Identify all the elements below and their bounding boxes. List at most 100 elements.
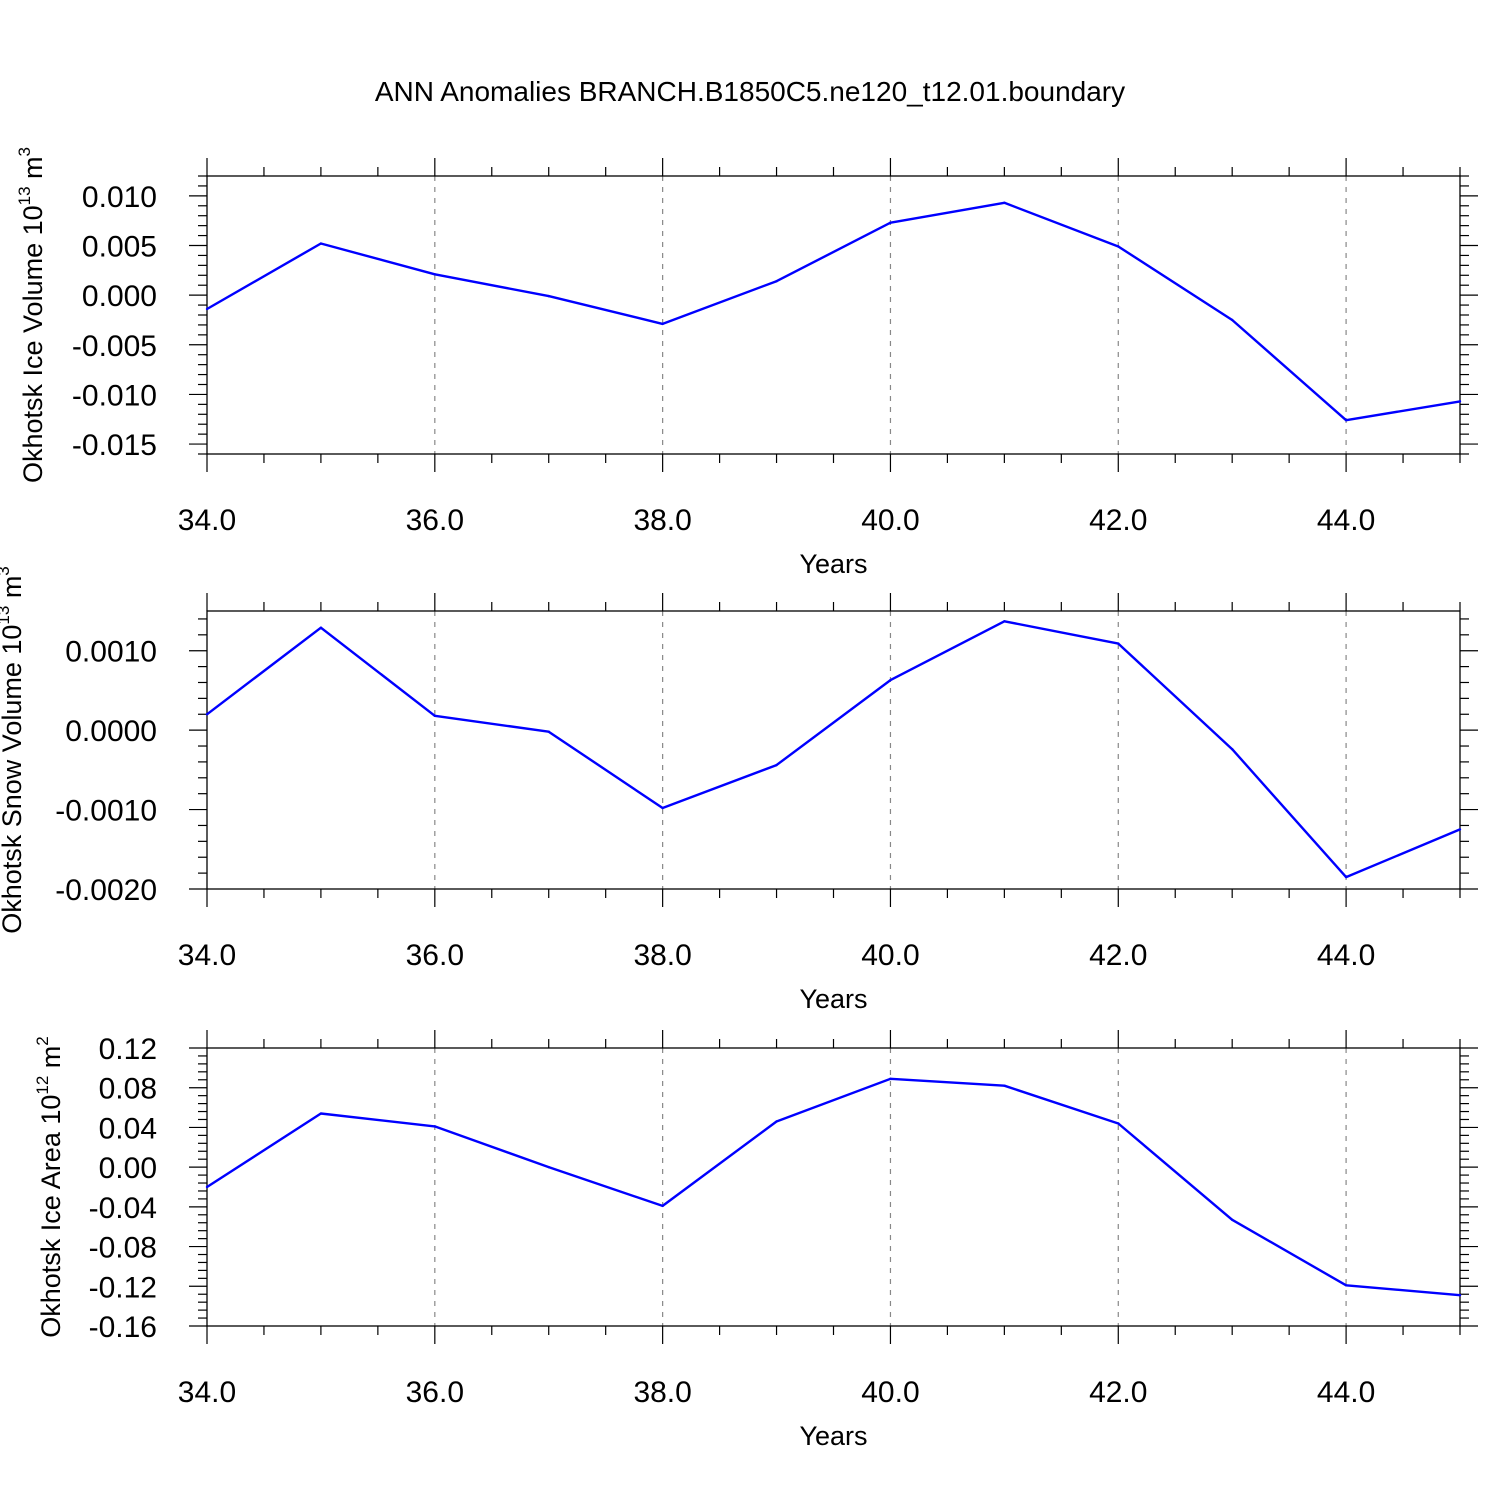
x-tick-label: 36.0 bbox=[406, 504, 464, 537]
y-tick-label: 0.005 bbox=[82, 231, 157, 264]
data-point bbox=[1458, 1294, 1462, 1297]
y-axis-title-exponent: 13 bbox=[0, 606, 13, 625]
x-tick-label: 44.0 bbox=[1317, 1376, 1375, 1409]
y-tick-label: 0.12 bbox=[99, 1033, 157, 1066]
data-point bbox=[775, 1120, 778, 1123]
panel-3: 34.0 36.0 38.0 40.0 42.0 44.0 0.12 0.08 0.04 0.00… bbox=[33, 1030, 1478, 1451]
y-tick-label: 0.010 bbox=[82, 181, 157, 214]
data-point bbox=[1117, 245, 1120, 248]
plot-frame bbox=[206, 610, 1461, 890]
data-point bbox=[433, 1125, 437, 1128]
data-point bbox=[1003, 201, 1006, 205]
y-tick-label: 0.08 bbox=[99, 1073, 157, 1106]
data-point bbox=[547, 1165, 550, 1169]
data-point bbox=[1230, 318, 1234, 322]
panel-2: 34.0 36.0 38.0 40.0 42.0 44.0 0.0010 0.0000 -0.0… bbox=[0, 566, 1478, 1014]
data-point bbox=[319, 1112, 323, 1115]
x-tick-label: 42.0 bbox=[1089, 504, 1147, 537]
data-point bbox=[889, 678, 892, 682]
y-axis-title: Okhotsk Snow Volume 1013 m3 bbox=[0, 566, 27, 934]
data-point bbox=[661, 1204, 664, 1208]
data-point bbox=[889, 1077, 892, 1080]
y-tick-label: -0.0010 bbox=[55, 795, 157, 828]
data-point bbox=[661, 806, 664, 810]
x-tick-label: 34.0 bbox=[178, 939, 236, 972]
y-tick-label: -0.005 bbox=[72, 330, 157, 363]
data-point bbox=[889, 221, 892, 224]
y-tick-label: 0.0000 bbox=[65, 715, 157, 748]
x-tick-label: 38.0 bbox=[633, 939, 691, 972]
x-tick-label: 42.0 bbox=[1089, 1376, 1147, 1409]
data-point bbox=[1003, 620, 1006, 623]
x-tick-label: 40.0 bbox=[861, 504, 919, 537]
data-point bbox=[1117, 642, 1120, 645]
y-tick-label: 0.000 bbox=[82, 280, 157, 313]
y-tick-label: 0.00 bbox=[99, 1152, 157, 1185]
data-point bbox=[205, 1185, 209, 1189]
chart-panels: 34.0 36.0 38.0 40.0 42.0 44.0 0.010 0.005 0.000 -… bbox=[0, 147, 1478, 1451]
y-tick-label: 0.04 bbox=[99, 1112, 157, 1145]
y-tick-label: -0.015 bbox=[72, 429, 157, 462]
panel-1: 34.0 36.0 38.0 40.0 42.0 44.0 0.010 0.005 0.000 -… bbox=[15, 147, 1478, 579]
x-tick-label: 34.0 bbox=[178, 1376, 236, 1409]
data-point bbox=[1458, 400, 1462, 403]
data-point bbox=[433, 714, 437, 718]
x-tick-label: 42.0 bbox=[1089, 939, 1147, 972]
data-point bbox=[319, 626, 323, 629]
y-axis-title: Okhotsk Ice Area 1012 m2 bbox=[33, 1036, 66, 1338]
data-point bbox=[775, 280, 778, 283]
data-point bbox=[1344, 1284, 1348, 1287]
data-point bbox=[775, 763, 778, 767]
data-point bbox=[1458, 828, 1462, 831]
data-point bbox=[1230, 748, 1234, 751]
x-tick-label: 36.0 bbox=[406, 1376, 464, 1409]
x-tick-label: 40.0 bbox=[861, 939, 919, 972]
data-point bbox=[547, 294, 550, 298]
y-tick-label: -0.08 bbox=[89, 1232, 157, 1265]
data-point bbox=[1344, 419, 1348, 422]
y-axis-title-main: Okhotsk Ice Area 10 bbox=[36, 1095, 66, 1338]
y-axis-title-exponent: 12 bbox=[33, 1076, 52, 1095]
data-point bbox=[1117, 1122, 1120, 1125]
data-point bbox=[205, 713, 209, 716]
data-point bbox=[1230, 1218, 1234, 1221]
data-point bbox=[661, 322, 664, 326]
y-tick-label: -0.12 bbox=[89, 1271, 157, 1304]
y-tick-label: -0.0020 bbox=[55, 874, 157, 907]
series-line bbox=[206, 620, 1461, 879]
x-tick-label: 44.0 bbox=[1317, 504, 1375, 537]
y-tick-label: -0.16 bbox=[89, 1311, 157, 1344]
x-tick-label: 40.0 bbox=[861, 1376, 919, 1409]
x-tick-label: 36.0 bbox=[406, 939, 464, 972]
plot-frame bbox=[206, 1047, 1461, 1327]
plot-frame bbox=[206, 175, 1461, 455]
x-axis-title: Years bbox=[799, 549, 867, 579]
y-tick-label: 0.0010 bbox=[65, 636, 157, 669]
data-point bbox=[319, 242, 323, 245]
x-axis-title: Years bbox=[799, 984, 867, 1014]
y-tick-label: -0.04 bbox=[89, 1192, 157, 1225]
x-tick-label: 34.0 bbox=[178, 504, 236, 537]
data-point bbox=[433, 273, 437, 276]
y-axis-title-unit: m bbox=[18, 156, 48, 186]
x-tick-label: 44.0 bbox=[1317, 939, 1375, 972]
series-line bbox=[206, 1077, 1461, 1297]
series-line bbox=[206, 201, 1461, 422]
y-axis-title-unit-exponent: 3 bbox=[0, 566, 13, 575]
y-axis-title-unit-exponent: 2 bbox=[33, 1036, 52, 1045]
y-axis-title: Okhotsk Ice Volume 1013 m3 bbox=[15, 147, 48, 483]
data-point bbox=[1344, 875, 1348, 879]
y-axis-title-unit: m bbox=[0, 576, 27, 606]
y-axis-title-unit: m bbox=[36, 1046, 66, 1076]
x-tick-label: 38.0 bbox=[633, 504, 691, 537]
data-point bbox=[205, 307, 209, 311]
y-axis-title-main: Okhotsk Snow Volume 10 bbox=[0, 625, 27, 934]
data-point bbox=[1003, 1084, 1006, 1087]
y-axis-title-unit-exponent: 3 bbox=[15, 147, 34, 156]
chart-title: ANN Anomalies BRANCH.B1850C5.ne120_t12.0… bbox=[375, 76, 1125, 107]
x-tick-label: 38.0 bbox=[633, 1376, 691, 1409]
data-point bbox=[547, 730, 550, 733]
y-axis-title-main: Okhotsk Ice Volume 10 bbox=[18, 205, 48, 483]
y-tick-label: -0.010 bbox=[72, 379, 157, 412]
